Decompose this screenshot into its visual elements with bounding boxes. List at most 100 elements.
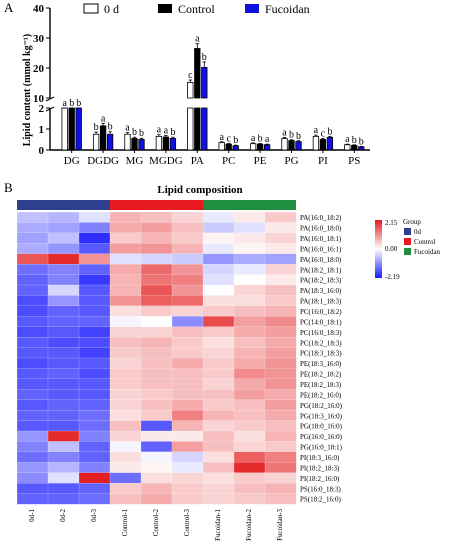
heatmap-cell bbox=[47, 451, 80, 463]
bar-pa-fucoidan-upper bbox=[201, 67, 208, 99]
heatmap-cell bbox=[47, 222, 80, 234]
x-tick-label: PC bbox=[222, 155, 235, 167]
heatmap-legend: Group 0d Control Fucoidan 2.15 0.00 -2.1… bbox=[375, 218, 441, 281]
heatmap-cell bbox=[109, 295, 142, 307]
bar-dg-fucoidan bbox=[75, 107, 82, 151]
heatmap-cell bbox=[202, 472, 235, 484]
heatmap-cell bbox=[171, 410, 204, 421]
bar-chart: Lipid content (mmol kg⁻¹) 0 d Control Fu… bbox=[22, 2, 370, 167]
heatmap-cell bbox=[78, 347, 111, 359]
heatmap-cell bbox=[78, 274, 111, 286]
row-label: PE(18:3_16:0) bbox=[300, 360, 342, 368]
heatmap-cell bbox=[16, 493, 49, 505]
y-axis-label: Lipid content (mmol kg⁻¹) bbox=[22, 34, 33, 146]
group-bar-control bbox=[110, 200, 203, 210]
heatmap-cell bbox=[264, 441, 297, 453]
row-label: PA(16:0_18:2) bbox=[300, 214, 342, 222]
row-label: PG(18:0_16:0) bbox=[300, 423, 343, 431]
bar-mgdg-control bbox=[162, 136, 170, 151]
heatmap-cell bbox=[233, 274, 266, 286]
row-label: PC(18:3_18:3) bbox=[300, 350, 342, 358]
heatmap-cell bbox=[16, 253, 49, 265]
heatmap-cell bbox=[47, 253, 80, 265]
heatmap-cell bbox=[233, 472, 266, 484]
heatmap-cell bbox=[233, 493, 266, 505]
heatmap-cell bbox=[171, 462, 204, 474]
row-label: PG(18:2_16:0) bbox=[300, 402, 343, 410]
significance-letter: b bbox=[233, 135, 238, 146]
heatmap-cell bbox=[78, 430, 111, 442]
heatmap-cell bbox=[140, 441, 173, 453]
heatmap-cell bbox=[202, 368, 235, 380]
heatmap-cell bbox=[109, 274, 142, 286]
legend-label-control: Control bbox=[178, 2, 215, 16]
significance-letter: b bbox=[94, 122, 99, 133]
heatmap-cell bbox=[233, 211, 266, 223]
legend-swatch-fucoidan bbox=[245, 4, 259, 13]
bar-pe-0-d bbox=[249, 143, 257, 151]
y-tick-label: 2 bbox=[39, 103, 45, 115]
heatmap-chart: Lipid composition PA(16:0_18:2)PA(16:0_1… bbox=[16, 184, 441, 541]
heatmap-cell bbox=[233, 368, 266, 380]
heatmap-cell bbox=[202, 305, 235, 317]
significance-letter: b bbox=[202, 52, 207, 63]
heatmap-cell bbox=[233, 264, 266, 275]
heatmap-cell bbox=[264, 274, 297, 286]
heatmap-cell bbox=[140, 305, 173, 317]
heatmap-cell bbox=[140, 253, 173, 265]
heatmap-cell bbox=[16, 337, 49, 348]
significance-letter: b bbox=[108, 122, 113, 133]
heatmap-cell bbox=[202, 420, 235, 432]
heatmap-cell bbox=[78, 232, 111, 244]
heatmap-cell bbox=[109, 368, 142, 380]
heatmap-cell bbox=[233, 399, 266, 411]
heatmap-cell bbox=[171, 347, 204, 359]
heatmap-cell bbox=[233, 305, 266, 317]
heatmap-cell bbox=[202, 326, 235, 338]
row-label: PC(18:2_18:3) bbox=[300, 339, 342, 347]
column-label: 0d-1 bbox=[28, 509, 36, 522]
significance-letter: b bbox=[352, 135, 357, 146]
heatmap-cell bbox=[16, 357, 49, 369]
heatmap-cell bbox=[16, 378, 49, 390]
heatmap-cell bbox=[264, 222, 297, 234]
heatmap-cell bbox=[16, 243, 49, 255]
heatmap-cell bbox=[264, 483, 297, 494]
heatmap-cell bbox=[264, 493, 297, 505]
heatmap-cell bbox=[171, 253, 204, 265]
heatmap-cell bbox=[202, 243, 235, 255]
bar-dgdg-0-d bbox=[92, 133, 100, 151]
heatmap-cell bbox=[233, 222, 266, 234]
heatmap-cell bbox=[47, 337, 80, 348]
heatmap-cell bbox=[264, 305, 297, 317]
scale-label-min: -2.19 bbox=[385, 273, 400, 281]
heatmap-cell bbox=[233, 462, 266, 474]
heatmap-cell bbox=[264, 232, 297, 244]
heatmap-cell bbox=[202, 232, 235, 244]
row-label: PC(16:0_18:3) bbox=[300, 329, 342, 337]
heatmap-cell bbox=[47, 274, 80, 286]
row-label: PS(16:0_18:3) bbox=[300, 485, 342, 493]
heatmap-cell bbox=[233, 420, 266, 432]
column-label: Fucoidan-1 bbox=[214, 509, 222, 541]
heatmap-cell bbox=[233, 316, 266, 328]
significance-letter: a bbox=[265, 134, 270, 145]
heatmap-cell bbox=[78, 420, 111, 432]
heatmap-cell bbox=[140, 243, 173, 255]
x-tick-label: MGDG bbox=[149, 155, 183, 167]
heatmap-cell bbox=[264, 451, 297, 463]
bar-pc-fucoidan bbox=[232, 145, 239, 151]
color-scale-bar bbox=[375, 220, 382, 278]
heatmap-cell bbox=[109, 253, 142, 265]
column-label: Fucoidan-3 bbox=[276, 509, 284, 541]
heatmap-cell bbox=[171, 378, 204, 390]
heatmap-cell bbox=[16, 472, 49, 484]
heatmap-cell bbox=[233, 347, 266, 359]
group-legend-swatch-control bbox=[404, 238, 411, 245]
heatmap-cell bbox=[78, 305, 111, 317]
heatmap-cell bbox=[109, 305, 142, 317]
significance-letter: b bbox=[296, 131, 301, 142]
heatmap-cell bbox=[78, 337, 111, 348]
heatmap-cell bbox=[109, 211, 142, 223]
heatmap-cell bbox=[78, 493, 111, 505]
